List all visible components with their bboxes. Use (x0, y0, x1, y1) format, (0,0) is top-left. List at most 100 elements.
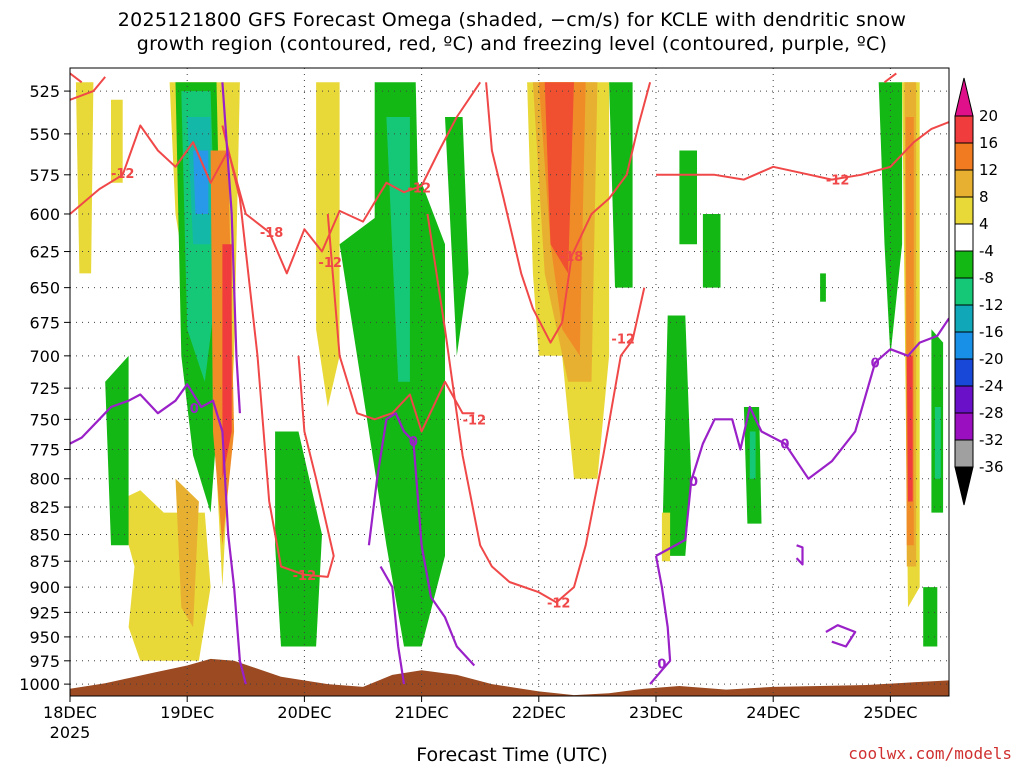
colorbar-label-1: 16 (979, 134, 998, 152)
x-tick-label-4: 22DEC (512, 703, 566, 722)
x-tick-label-5: 23DEC (629, 703, 683, 722)
colorbar-box-7 (954, 304, 974, 333)
contour-label-2: -12 (318, 256, 342, 271)
colorbar-label-0: 20 (979, 107, 998, 125)
y-tick-label-700: 700 (29, 347, 60, 366)
omega-region-0 (75, 82, 94, 274)
colorbar-box-0 (954, 115, 974, 144)
omega-region-17 (445, 117, 469, 356)
contour-label-15: 0 (871, 356, 880, 371)
x-tick-label-1: 19DEC (160, 703, 214, 722)
y-tick-label-850: 850 (29, 526, 60, 545)
colorbar-box-1 (954, 142, 974, 171)
contour-label-10: 0 (190, 402, 199, 417)
contour-label-0: -12 (111, 167, 135, 182)
dgz-contour-5 (485, 82, 652, 344)
omega-region-1 (111, 99, 123, 183)
colorbar-label-9: -20 (979, 350, 1004, 368)
y-tick-label-925: 925 (29, 603, 60, 622)
colorbar-top-arrow (954, 77, 974, 117)
chart-title: 2025121800 GFS Forecast Omega (shaded, −… (0, 8, 1024, 56)
terrain-polygon (70, 658, 949, 696)
omega-region-26 (661, 512, 671, 562)
dgz-contours (70, 72, 949, 604)
colorbar-box-3 (954, 196, 974, 225)
omega-region-24 (679, 150, 697, 245)
colorbar-label-8: -16 (979, 323, 1004, 341)
y-tick-label-825: 825 (29, 498, 60, 517)
dgz-contour-0 (70, 81, 482, 275)
colorbar-box-5 (954, 250, 974, 279)
omega-region-32 (934, 407, 941, 479)
omega-region-21 (544, 82, 574, 274)
omega-shading (75, 82, 944, 661)
contour-label-8: -12 (611, 333, 635, 348)
y-tick-label-600: 600 (29, 205, 60, 224)
y-tick-label-950: 950 (29, 628, 60, 647)
y-tick-label-550: 550 (29, 125, 60, 144)
freezing-contour-4 (655, 317, 949, 557)
omega-region-11 (105, 355, 129, 546)
freezing-contour-7 (825, 624, 857, 648)
colorbar-label-5: -4 (979, 242, 994, 260)
dgz-contour-2 (221, 125, 335, 578)
colorbar-label-7: -12 (979, 296, 1004, 314)
terrain-fill (70, 658, 949, 696)
contour-labels: -12 -18 -12 -12 -12 -12 -18 -12 -12 -12 0 0 0 0 0 0 (111, 167, 880, 672)
colorbar-label-12: -32 (979, 431, 1004, 449)
plot-frame (69, 67, 950, 697)
y-tick-label-1000: 1000 (19, 675, 60, 694)
contour-label-3: -12 (293, 569, 317, 584)
colorbar-box-9 (954, 358, 974, 387)
contour-label-1: -18 (260, 226, 284, 241)
omega-region-23 (661, 315, 692, 556)
y-tick-label-975: 975 (29, 652, 60, 671)
colorbar-box-4 (954, 223, 974, 252)
freezing-contour-2 (367, 412, 476, 667)
x-tick-label-6: 24DEC (746, 703, 800, 722)
colorbar-box-11 (954, 412, 974, 441)
contour-label-11: 0 (409, 435, 418, 450)
contour-label-4: -12 (408, 182, 432, 197)
y-tick-label-650: 650 (29, 279, 60, 298)
omega-region-30 (878, 82, 903, 356)
colorbar-label-3: 8 (979, 188, 989, 206)
freezing-contour-1 (221, 82, 241, 414)
y-tick-label-525: 525 (29, 82, 60, 101)
y-tick-label-675: 675 (29, 313, 60, 332)
colorbar-box-12 (954, 439, 974, 468)
freezing-contour-6 (795, 544, 804, 566)
x-tick-year: 2025 (50, 723, 91, 742)
contour-label-6: -18 (560, 250, 584, 265)
omega-region-36 (906, 355, 913, 502)
colorbar-box-8 (954, 331, 974, 360)
title-line-2: growth region (contoured, red, ºC) and f… (136, 33, 888, 55)
omega-region-12 (275, 431, 322, 647)
y-tick-label-575: 575 (29, 166, 60, 185)
y-tick-label-900: 900 (29, 578, 60, 597)
grid (69, 68, 949, 696)
contour-label-13: 0 (780, 438, 789, 453)
colorbar-label-10: -24 (979, 377, 1004, 395)
omega-region-10 (222, 244, 232, 479)
x-tick-label-0: 18DEC (43, 703, 97, 722)
y-tick-label-875: 875 (29, 552, 60, 571)
x-tick-label-3: 21DEC (395, 703, 449, 722)
x-tick-label-7: 25DEC (863, 703, 917, 722)
colorbar-label-2: 12 (979, 161, 998, 179)
dgz-contour-6 (656, 121, 949, 181)
dgz-contour-4 (426, 213, 646, 604)
freezing-contours (70, 82, 949, 685)
dgz-contour-1 (70, 76, 106, 101)
omega-region-29 (820, 273, 826, 302)
contour-label-5: -12 (463, 413, 487, 428)
omega-region-13 (316, 82, 340, 408)
colorbar-box-6 (954, 277, 974, 306)
contour-label-9: -12 (826, 174, 850, 189)
omega-region-22 (609, 82, 633, 288)
freezing-contour-0 (70, 383, 247, 685)
y-tick-label-800: 800 (29, 470, 60, 489)
y-tick-label-725: 725 (29, 379, 60, 398)
y-tick-label-775: 775 (29, 441, 60, 460)
dgz-contour-7 (883, 72, 897, 84)
